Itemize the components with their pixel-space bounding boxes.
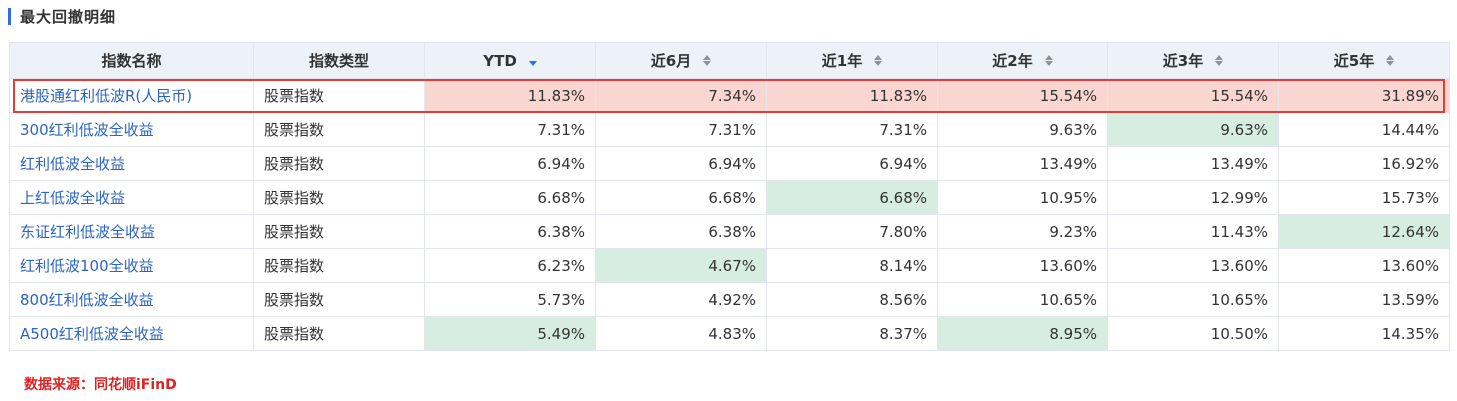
drawdown-value-cell: 12.99% <box>1107 180 1279 215</box>
drawdown-value-cell: 16.92% <box>1278 146 1450 181</box>
table-row[interactable]: 港股通红利低波R(人民币) 股票指数 11.83% 7.34% 11.83% 15.54%… <box>9 78 1450 113</box>
index-name-link[interactable]: 红利低波全收益 <box>9 146 254 181</box>
sort-icon[interactable] <box>874 54 883 67</box>
index-name-link[interactable]: A500红利低波全收益 <box>9 316 254 351</box>
sort-icon[interactable] <box>703 54 712 67</box>
index-name-link[interactable]: 300红利低波全收益 <box>9 112 254 147</box>
drawdown-value-cell: 14.44% <box>1278 112 1450 147</box>
drawdown-value-cell: 4.67% <box>595 248 767 283</box>
index-name-link[interactable]: 800红利低波全收益 <box>9 282 254 317</box>
sort-icon[interactable] <box>1386 54 1395 67</box>
index-name-link[interactable]: 港股通红利低波R(人民币) <box>9 78 254 113</box>
drawdown-value-cell: 6.68% <box>595 180 767 215</box>
section-header: 最大回撤明细 <box>8 5 116 27</box>
column-header-5y[interactable]: 近5年 <box>1278 42 1450 79</box>
drawdown-value-cell: 5.49% <box>424 316 596 351</box>
drawdown-value-cell: 6.68% <box>766 180 938 215</box>
table-body: 港股通红利低波R(人民币) 股票指数 11.83% 7.34% 11.83% 15.54%… <box>9 78 1450 351</box>
drawdown-value-cell: 6.38% <box>424 214 596 249</box>
drawdown-value-cell: 13.59% <box>1278 282 1450 317</box>
drawdown-value-cell: 5.73% <box>424 282 596 317</box>
table-row[interactable]: A500红利低波全收益 股票指数 5.49% 4.83% 8.37% 8.95% 10.50… <box>9 316 1450 351</box>
drawdown-value-cell: 7.34% <box>595 78 767 113</box>
index-type-cell: 股票指数 <box>253 214 425 249</box>
drawdown-value-cell: 8.37% <box>766 316 938 351</box>
drawdown-value-cell: 4.83% <box>595 316 767 351</box>
table-row[interactable]: 上红低波全收益 股票指数 6.68% 6.68% 6.68% 10.95% 12.99% 15… <box>9 180 1450 215</box>
drawdown-value-cell: 11.83% <box>766 78 938 113</box>
index-type-cell: 股票指数 <box>253 282 425 317</box>
drawdown-value-cell: 13.60% <box>937 248 1108 283</box>
index-type-cell: 股票指数 <box>253 180 425 215</box>
drawdown-value-cell: 10.65% <box>937 282 1108 317</box>
table-header-row: 指数名称 指数类型 YTD 近6月 近1年 近2年 近3年 近5年 <box>9 42 1450 79</box>
column-header-1y[interactable]: 近1年 <box>766 42 938 79</box>
column-header-3y[interactable]: 近3年 <box>1107 42 1279 79</box>
drawdown-value-cell: 14.35% <box>1278 316 1450 351</box>
index-type-cell: 股票指数 <box>253 146 425 181</box>
sort-icon[interactable] <box>1044 54 1053 67</box>
column-header-ytd[interactable]: YTD <box>424 42 596 79</box>
sort-icon[interactable] <box>1215 54 1224 67</box>
drawdown-value-cell: 8.56% <box>766 282 938 317</box>
drawdown-value-cell: 7.80% <box>766 214 938 249</box>
drawdown-value-cell: 7.31% <box>595 112 767 147</box>
drawdown-value-cell: 6.23% <box>424 248 596 283</box>
drawdown-value-cell: 10.65% <box>1107 282 1279 317</box>
drawdown-value-cell: 11.83% <box>424 78 596 113</box>
drawdown-value-cell: 13.60% <box>1107 248 1279 283</box>
drawdown-value-cell: 15.54% <box>1107 78 1279 113</box>
drawdown-value-cell: 7.31% <box>766 112 938 147</box>
title-accent-bar <box>8 7 11 25</box>
drawdown-value-cell: 13.60% <box>1278 248 1450 283</box>
table-row[interactable]: 300红利低波全收益 股票指数 7.31% 7.31% 7.31% 9.63% 9.63% 1… <box>9 112 1450 147</box>
drawdown-value-cell: 8.95% <box>937 316 1108 351</box>
drawdown-value-cell: 9.63% <box>937 112 1108 147</box>
drawdown-value-cell: 31.89% <box>1278 78 1450 113</box>
index-name-link[interactable]: 红利低波100全收益 <box>9 248 254 283</box>
column-header-6m[interactable]: 近6月 <box>595 42 767 79</box>
drawdown-value-cell: 9.23% <box>937 214 1108 249</box>
column-header-name: 指数名称 <box>9 42 254 79</box>
drawdown-value-cell: 6.94% <box>424 146 596 181</box>
drawdown-value-cell: 6.68% <box>424 180 596 215</box>
table-row[interactable]: 800红利低波全收益 股票指数 5.73% 4.92% 8.56% 10.65% 10.65… <box>9 282 1450 317</box>
drawdown-value-cell: 13.49% <box>937 146 1108 181</box>
drawdown-value-cell: 7.31% <box>424 112 596 147</box>
index-type-cell: 股票指数 <box>253 112 425 147</box>
drawdown-value-cell: 13.49% <box>1107 146 1279 181</box>
drawdown-value-cell: 10.50% <box>1107 316 1279 351</box>
column-header-2y[interactable]: 近2年 <box>937 42 1108 79</box>
table-row[interactable]: 红利低波全收益 股票指数 6.94% 6.94% 6.94% 13.49% 13.49% 16… <box>9 146 1450 181</box>
sort-desc-icon[interactable] <box>528 54 537 67</box>
drawdown-value-cell: 4.92% <box>595 282 767 317</box>
column-header-type: 指数类型 <box>253 42 425 79</box>
index-type-cell: 股票指数 <box>253 78 425 113</box>
index-type-cell: 股票指数 <box>253 248 425 283</box>
drawdown-value-cell: 15.73% <box>1278 180 1450 215</box>
drawdown-value-cell: 9.63% <box>1107 112 1279 147</box>
drawdown-value-cell: 15.54% <box>937 78 1108 113</box>
drawdown-value-cell: 8.14% <box>766 248 938 283</box>
drawdown-value-cell: 6.94% <box>766 146 938 181</box>
drawdown-value-cell: 6.94% <box>595 146 767 181</box>
index-type-cell: 股票指数 <box>253 316 425 351</box>
table-row[interactable]: 东证红利低波全收益 股票指数 6.38% 6.38% 7.80% 9.23% 11.43% 1… <box>9 214 1450 249</box>
table-row[interactable]: 红利低波100全收益 股票指数 6.23% 4.67% 8.14% 13.60% 13.60… <box>9 248 1450 283</box>
drawdown-value-cell: 6.38% <box>595 214 767 249</box>
max-drawdown-table: 指数名称 指数类型 YTD 近6月 近1年 近2年 近3年 近5年 港股通红利低… <box>9 42 1450 351</box>
data-source-note: 数据来源：同花顺iFinD <box>24 377 177 393</box>
drawdown-value-cell: 11.43% <box>1107 214 1279 249</box>
index-name-link[interactable]: 上红低波全收益 <box>9 180 254 215</box>
drawdown-value-cell: 10.95% <box>937 180 1108 215</box>
section-title: 最大回撤明细 <box>20 7 117 26</box>
drawdown-value-cell: 12.64% <box>1278 214 1450 249</box>
index-name-link[interactable]: 东证红利低波全收益 <box>9 214 254 249</box>
